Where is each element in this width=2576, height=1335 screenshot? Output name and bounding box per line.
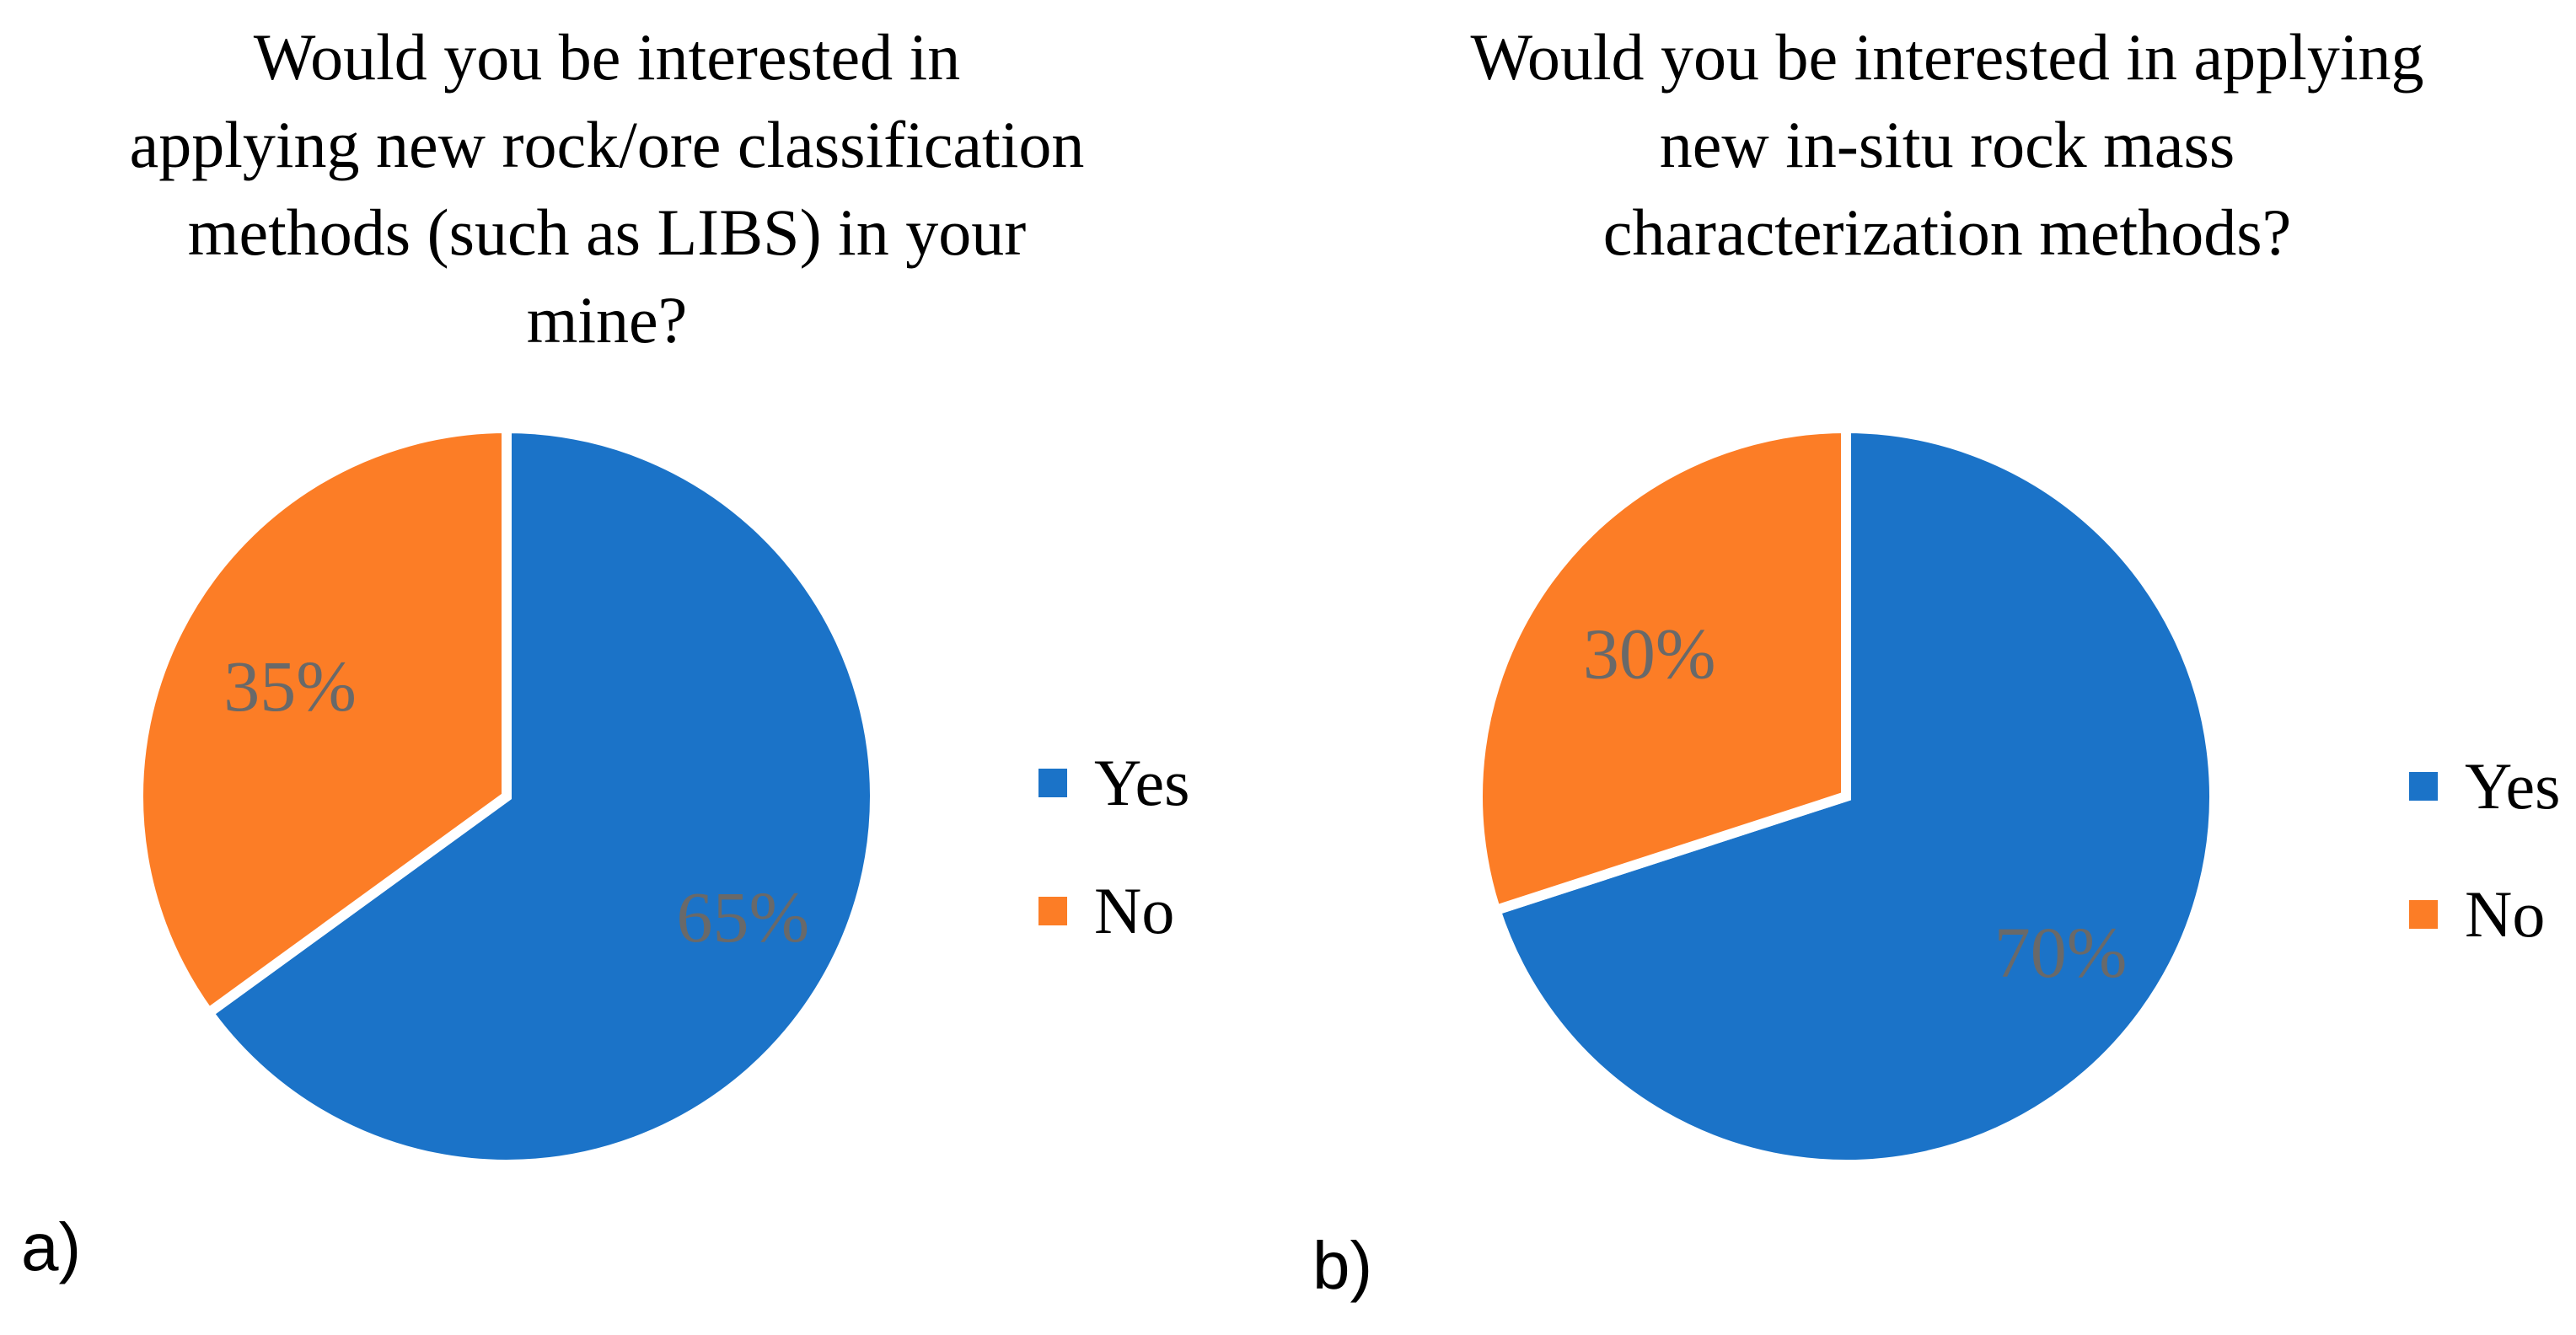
pie-slice-yes [1489, 422, 2219, 1170]
pie-slice-yes [201, 422, 880, 1170]
legend-a-item-no: No [1038, 873, 1174, 949]
chart-b-title-line: Would you be interested in applying [1470, 20, 2424, 94]
legend-yes-swatch-icon [2409, 772, 2438, 801]
legend-no-swatch-icon [2409, 900, 2438, 929]
legend-b-no-label: No [2465, 877, 2546, 951]
legend-b-yes-label: Yes [2465, 749, 2561, 823]
chart-a-title: Would you be interested in applying new … [0, 13, 1214, 364]
data-label-yes: 65% [677, 877, 810, 957]
legend-a-no-label: No [1094, 874, 1175, 947]
pie-chart-b: 70% 30% [1473, 422, 2219, 1170]
panel-label-a: a) [21, 1209, 82, 1284]
chart-a-title-line: applying new rock/ore classification [129, 108, 1085, 181]
pie-slice-no [133, 422, 512, 1021]
data-label-no: 35% [223, 646, 357, 726]
pie-slice-no [1473, 422, 1851, 917]
legend-b-item-no: No [2409, 877, 2545, 952]
data-label-no: 30% [1583, 613, 1716, 694]
chart-a-title-line: Would you be interested in [253, 20, 961, 94]
chart-a-title-line: methods (such as LIBS) in your [187, 196, 1027, 269]
data-label-yes: 70% [1994, 912, 2128, 993]
panel-label-b: b) [1312, 1228, 1373, 1303]
chart-b-title: Would you be interested in applying new … [1349, 13, 2546, 276]
chart-b-title-line: new in-situ rock mass [1659, 108, 2235, 181]
legend-yes-swatch-icon [1038, 769, 1067, 797]
legend-b-item-yes: Yes [2409, 748, 2561, 824]
chart-a-title-line: mine? [526, 283, 688, 357]
pie-chart-a: 65% 35% [133, 422, 880, 1170]
legend-a-yes-label: Yes [1094, 746, 1190, 819]
legend-a-item-yes: Yes [1038, 745, 1190, 821]
legend-no-swatch-icon [1038, 897, 1067, 925]
chart-b-title-line: characterization methods? [1602, 196, 2292, 269]
